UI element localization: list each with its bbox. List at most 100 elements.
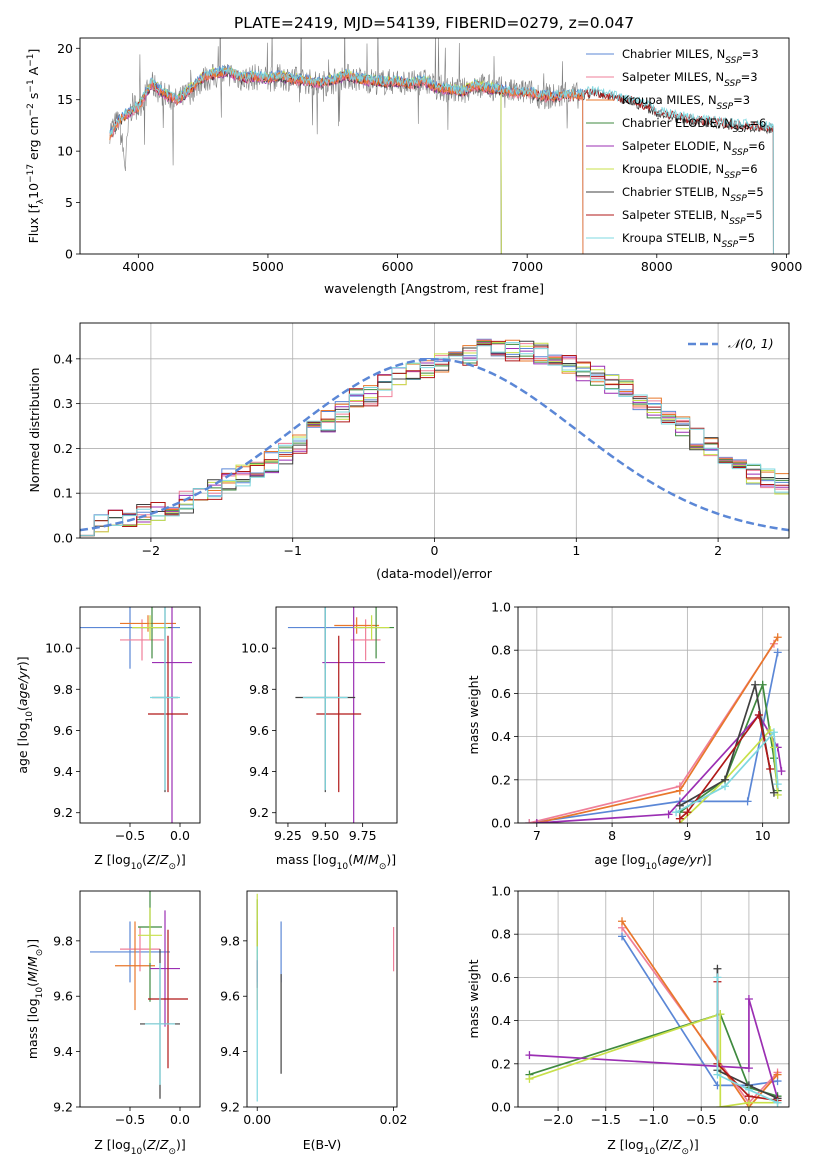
y-tick-label: 9.8: [249, 682, 269, 697]
y-axis-label: mass [log10(M/M⊙)]: [25, 939, 45, 1059]
y-tick-label: 0: [65, 247, 73, 262]
y-tick-label: 0.6: [491, 970, 511, 985]
series-marker: [713, 973, 722, 982]
legend-label: Salpeter STELIB, NSSP=5: [622, 208, 763, 227]
label-part: −17: [26, 164, 36, 183]
label-part: /: [156, 1137, 161, 1152]
y-tick-label: 10.0: [45, 641, 73, 656]
plot-area: [80, 338, 789, 538]
label-part: −1: [26, 79, 36, 92]
label-part: =6: [749, 116, 766, 130]
x-tick-label: 0: [431, 543, 439, 558]
label-part: λ: [36, 198, 46, 204]
y-axis-label: Normed distribution: [27, 368, 42, 493]
label-part: )]: [176, 852, 186, 867]
label-part: SSP: [732, 148, 749, 158]
axes-frame: [79, 606, 201, 824]
x-tick-label: −0.5: [115, 1112, 145, 1127]
series-marker: [758, 680, 767, 689]
label-part: age/yr: [15, 665, 30, 706]
x-tick-label: 9: [683, 828, 691, 843]
x-tick-label: 0.02: [380, 1112, 408, 1127]
label-part: age [log: [15, 722, 30, 773]
series-marker: [525, 1051, 534, 1060]
series-marker: [773, 1070, 782, 1079]
label-part: Salpeter ELODIE, N: [622, 139, 732, 153]
y-tick-label: 10.0: [241, 641, 269, 656]
x-tick-label: −2.0: [543, 1112, 573, 1127]
label-part: age/yr: [662, 852, 703, 867]
label-part: A: [26, 66, 41, 79]
legend-label: Salpeter ELODIE, NSSP=6: [622, 139, 765, 158]
errorbar-point: [316, 635, 362, 793]
axes-residuals: −2 −1 0 1 2 0.0 0.1 0.2 0.3 0.4 𝒩(0, 1) (data-model…: [27, 322, 790, 581]
model-spectrum: [109, 67, 584, 254]
y-tick-label: 9.4: [53, 764, 73, 779]
label-part: Chabrier STELIB, N: [622, 185, 730, 199]
x-tick-label: −1.5: [591, 1112, 621, 1127]
label-part: Salpeter MILES, N: [622, 70, 724, 84]
legend-label: Kroupa STELIB, NSSP=5: [622, 231, 755, 250]
y-tick-label: 0.8: [491, 927, 511, 942]
errorbar-point: [150, 910, 180, 1027]
series-marker: [777, 767, 786, 776]
axes-age_vs_Z: −0.5 0.09.29.49.69.810.0Z [log10(Z/Z⊙)]ag…: [15, 606, 201, 872]
x-tick-label: 9.75: [349, 828, 377, 843]
x-tick-label: 9.25: [274, 828, 302, 843]
x-tick-label: −1: [283, 543, 301, 558]
label-part: (: [348, 852, 353, 867]
series-marker: [618, 932, 627, 941]
label-part: /: [25, 966, 40, 971]
y-tick-label: 20: [57, 41, 73, 56]
figure-title: PLATE=2419, MJD=54139, FIBERID=0279, z=0…: [234, 14, 634, 32]
label-part: mass [log: [25, 998, 40, 1059]
model-spectrum: [109, 66, 774, 254]
y-tick-label: 1.0: [491, 884, 511, 899]
errorbar-point: [302, 607, 348, 791]
label-part: Kroupa STELIB, N: [622, 231, 722, 245]
y-tick-label: 9.2: [53, 1100, 73, 1115]
x-tick-label: 9000: [771, 259, 803, 274]
series-marker: [675, 786, 684, 795]
label-part: ⊙: [168, 862, 176, 872]
label-part: Chabrier ELODIE, N: [622, 116, 733, 130]
y-tick-label: 1.0: [491, 600, 511, 615]
label-part: Z [log: [607, 1137, 643, 1152]
series-marker: [675, 814, 684, 823]
y-tick-label: 0.2: [491, 772, 511, 787]
legend: 𝒩(0, 1): [688, 336, 774, 351]
series-marker: [525, 1074, 534, 1083]
label-part: =5: [746, 208, 763, 222]
x-tick-label: 2: [714, 543, 722, 558]
label-part: M: [25, 956, 40, 967]
y-tick-label: 9.4: [53, 1044, 73, 1059]
label-part: −1: [26, 54, 36, 67]
y-tick-label: 9.2: [249, 805, 269, 820]
axes-mass_vs_Z: −0.5 0.09.29.49.69.8Z [log10(Z/Z⊙)]mass […: [25, 890, 201, 1157]
series-marker: [751, 680, 760, 689]
y-tick-label: 10: [57, 144, 73, 159]
plot-area: [80, 607, 192, 823]
legend-label: Kroupa ELODIE, NSSP=6: [622, 162, 758, 181]
label-part: (: [25, 982, 40, 987]
series-line: [529, 998, 779, 1099]
series-marker: [744, 1085, 753, 1094]
label-part: Kroupa ELODIE, N: [622, 162, 724, 176]
axes-age_vs_mass: 9.25 9.50 9.75 9.2 9.4 9.6 9.8 10.0 mass [log10(…: [241, 606, 398, 872]
y-axis-label: Flux [fλ10−17 erg cm−2 s−1 A−1]: [26, 49, 46, 244]
label-part: −2: [26, 103, 36, 116]
x-tick-label: −0.5: [115, 828, 145, 843]
series-marker: [773, 648, 782, 657]
x-axis-label: (data-model)/error: [376, 566, 493, 581]
x-tick-label: −1.0: [638, 1112, 668, 1127]
normal-curve: [80, 358, 789, 532]
series-line: [621, 920, 779, 1107]
series-marker: [769, 788, 778, 797]
label-part: SSP: [729, 217, 746, 227]
y-tick-label: 0.0: [491, 816, 511, 831]
x-axis-label: E(B-V): [303, 1137, 342, 1152]
label-part: )]: [15, 656, 30, 666]
x-tick-label: 4000: [122, 259, 154, 274]
label-part: Salpeter STELIB, N: [622, 208, 729, 222]
